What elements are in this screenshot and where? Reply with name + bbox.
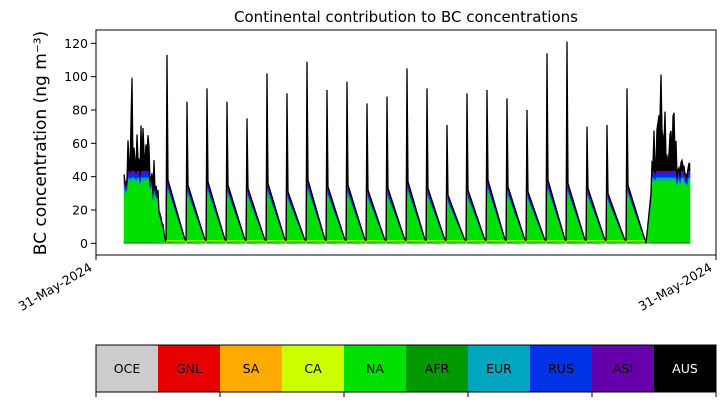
y-axis-label: BC concentration (ng m⁻³) bbox=[31, 31, 51, 255]
legend-label-sa: SA bbox=[243, 361, 260, 376]
legend-label-gnl: GNL bbox=[176, 361, 202, 376]
axes-frame bbox=[95, 29, 717, 256]
legend-label-rus: RUS bbox=[548, 361, 574, 376]
y-tick-label: 100 bbox=[64, 69, 88, 84]
legend-swatch-rus bbox=[530, 345, 592, 392]
y-tick-label: 60 bbox=[72, 136, 88, 151]
legend-swatch-aus bbox=[654, 345, 716, 392]
legend-swatch-eur bbox=[468, 345, 530, 392]
legend-swatch-afr bbox=[406, 345, 468, 392]
y-tick-label: 80 bbox=[72, 103, 88, 118]
color-legend: OCE GNL SA CA NA AFR EUR RUS ASI AUS bbox=[95, 344, 717, 397]
minor-series-line bbox=[165, 240, 645, 245]
y-axis: 0 20 40 60 80 100 120 bbox=[64, 36, 96, 251]
y-tick-label: 0 bbox=[80, 236, 88, 251]
total-line bbox=[123, 41, 691, 244]
legend-swatch-oce bbox=[96, 345, 158, 392]
legend-label-asi: ASI bbox=[613, 361, 633, 376]
y-tick-label: 20 bbox=[72, 203, 88, 218]
legend-swatch-sa bbox=[220, 345, 282, 392]
legend-frame bbox=[95, 344, 717, 393]
plot-area bbox=[123, 41, 691, 245]
x-tick-label-end: 31-May-2024 bbox=[636, 260, 715, 314]
y-tick-label: 40 bbox=[72, 169, 88, 184]
legend-swatch-ca bbox=[282, 345, 344, 392]
chart-title: Continental contribution to BC concentra… bbox=[234, 8, 578, 26]
legend-label-ca: CA bbox=[304, 361, 322, 376]
x-tick-label-start: 31-May-2024 bbox=[16, 260, 95, 314]
legend-swatch-gnl bbox=[158, 345, 220, 392]
y-tick-label: 120 bbox=[64, 36, 88, 51]
legend-label-na: NA bbox=[366, 361, 384, 376]
legend-label-aus: AUS bbox=[672, 361, 698, 376]
legend-swatch-asi bbox=[592, 345, 654, 392]
legend-label-oce: OCE bbox=[114, 361, 141, 376]
legend-label-eur: EUR bbox=[486, 361, 512, 376]
legend-swatch-na bbox=[344, 345, 406, 392]
legend-label-afr: AFR bbox=[425, 361, 450, 376]
